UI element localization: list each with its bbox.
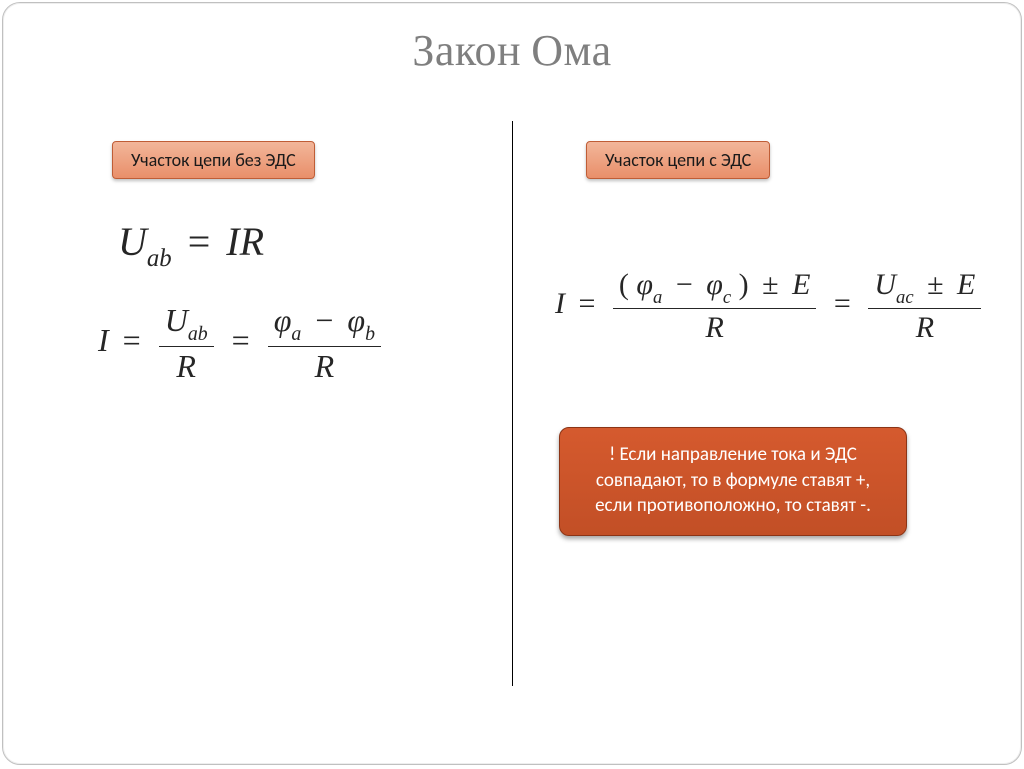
fraction-uac-e-r: Uac ± E R — [868, 268, 981, 344]
slide-frame: Закон Ома Участок цепи без ЭДС Участок ц… — [2, 2, 1022, 765]
rhs-IR: IR — [226, 219, 264, 264]
equals-sign: = — [226, 322, 256, 358]
sub-ab: ab — [147, 245, 172, 272]
minus-sign: − — [309, 302, 339, 338]
fraction-phi-e-r: ( φa − φc ) ± E R — [613, 268, 817, 344]
var-E: E — [957, 268, 975, 301]
phi-c: φ — [706, 268, 723, 301]
sub-a: a — [291, 323, 301, 345]
equals-sign: = — [182, 219, 217, 264]
slide-title: Закон Ома — [3, 3, 1021, 76]
paren-close: ) — [739, 268, 749, 301]
var-U: U — [874, 268, 896, 301]
tag-without-emf: Участок цепи без ЭДС — [112, 141, 315, 179]
paren-open: ( — [619, 268, 629, 301]
formula-i-uab-r: I = Uab R = φa − φb R — [98, 303, 385, 384]
var-E: E — [792, 268, 810, 301]
vertical-divider — [512, 121, 513, 686]
sub-ac: ac — [896, 287, 914, 308]
var-U: U — [118, 219, 147, 264]
plus-minus: ± — [756, 268, 784, 301]
den-R: R — [159, 347, 214, 384]
den-R: R — [868, 309, 981, 344]
den-R: R — [268, 347, 381, 384]
sub-a: a — [653, 287, 662, 308]
phi-a: φ — [636, 268, 653, 301]
equals-sign: = — [828, 287, 857, 320]
formula-uab-ir: Uab = IR — [118, 218, 264, 271]
plus-minus: ± — [921, 268, 949, 301]
minus-sign: − — [670, 268, 699, 301]
sub-b: b — [365, 323, 375, 345]
formula-i-emf: I = ( φa − φc ) ± E R = Uac ± E R — [555, 268, 985, 344]
note-sign-rule: ! Если направление тока и ЭДС совпадают,… — [559, 427, 907, 536]
fraction-phi-r: φa − φb R — [268, 303, 381, 384]
sub-c: c — [723, 287, 731, 308]
phi-b: φ — [347, 302, 365, 338]
den-R: R — [613, 309, 817, 344]
phi-a: φ — [274, 302, 292, 338]
tag-with-emf: Участок цепи с ЭДС — [586, 141, 770, 179]
var-I: I — [555, 287, 565, 320]
equals-sign: = — [117, 322, 147, 358]
num-U: U — [165, 302, 188, 338]
num-sub-ab: ab — [188, 323, 208, 345]
var-I: I — [98, 322, 109, 358]
fraction-uab-r: Uab R — [159, 303, 214, 384]
equals-sign: = — [573, 287, 602, 320]
